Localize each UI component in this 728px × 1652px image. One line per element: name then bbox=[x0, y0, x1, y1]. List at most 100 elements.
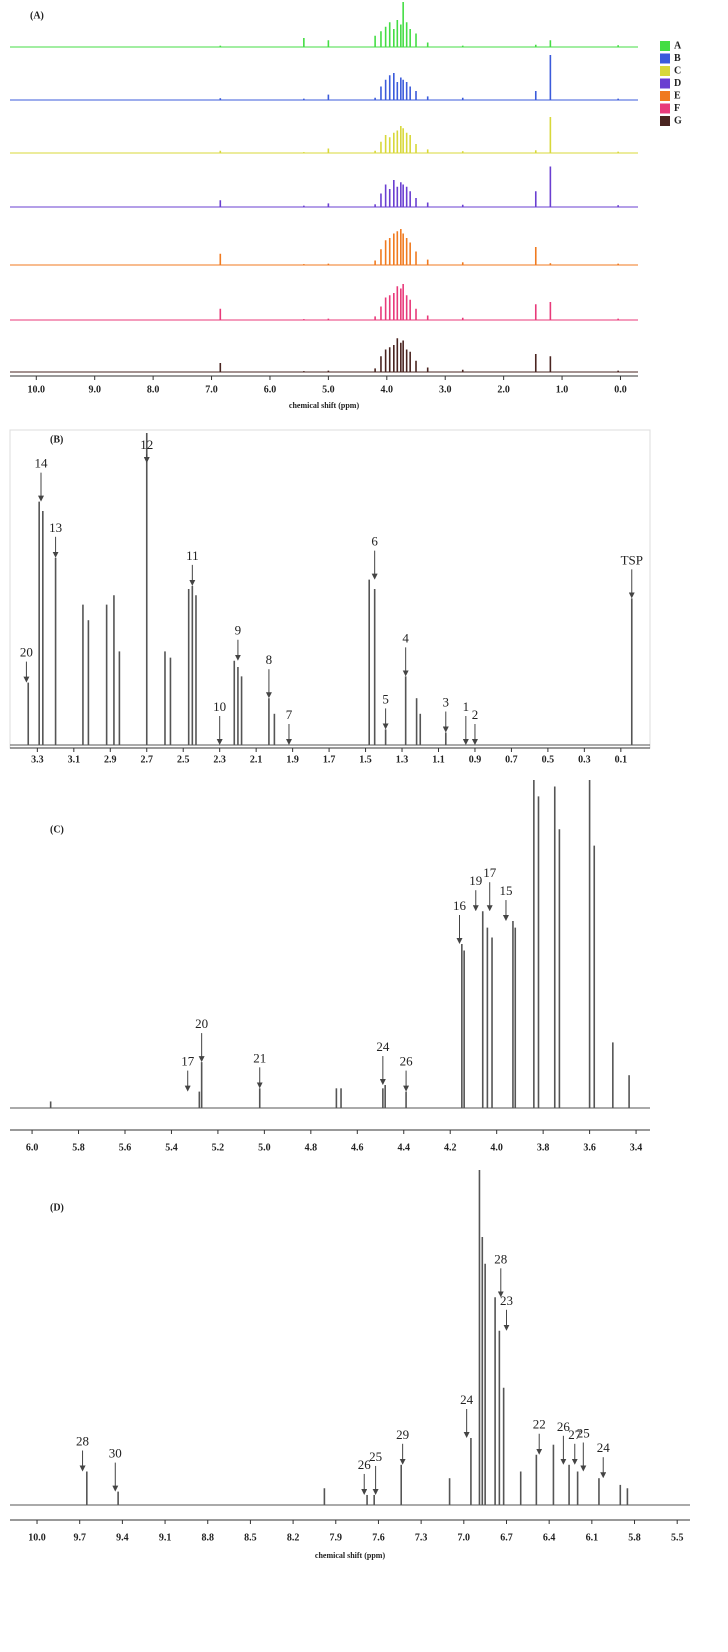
legend-label: B bbox=[674, 53, 681, 64]
x-tick-label: 9.0 bbox=[88, 384, 101, 395]
x-tick-label: 2.9 bbox=[104, 754, 117, 765]
peak-annotation: 10 bbox=[213, 699, 226, 714]
x-tick-label: 4.2 bbox=[444, 1142, 457, 1153]
peak-annotation: 19 bbox=[469, 873, 482, 888]
peak-annotation: 7 bbox=[286, 707, 293, 722]
legend-label: A bbox=[674, 40, 682, 51]
x-tick-label: 7.6 bbox=[372, 1532, 385, 1543]
peak-annotation: 26 bbox=[358, 1457, 372, 1472]
x-tick-label: 5.5 bbox=[671, 1532, 684, 1543]
legend-swatch bbox=[660, 116, 670, 126]
peak-annotation: 8 bbox=[266, 652, 273, 667]
x-tick-label: 9.1 bbox=[159, 1532, 172, 1543]
peak-annotation: 28 bbox=[76, 1433, 89, 1448]
x-tick-label: 5.2 bbox=[212, 1142, 225, 1153]
peak-annotation: 24 bbox=[597, 1440, 611, 1455]
peak-annotation: 17 bbox=[181, 1054, 195, 1069]
legend-swatch bbox=[660, 41, 670, 51]
peak-annotation: 22 bbox=[533, 1417, 546, 1432]
peak-annotation: 13 bbox=[49, 520, 62, 535]
x-tick-label: 4.0 bbox=[381, 384, 394, 395]
peak-annotation: 24 bbox=[460, 1392, 474, 1407]
x-tick-label: 5.8 bbox=[72, 1142, 85, 1153]
x-tick-label: 1.0 bbox=[556, 384, 569, 395]
peak-annotation: 25 bbox=[369, 1449, 382, 1464]
legend-swatch bbox=[660, 91, 670, 101]
x-axis-label: chemical shift (ppm) bbox=[289, 401, 360, 410]
peak-annotation: 30 bbox=[109, 1446, 122, 1461]
x-tick-label: 5.8 bbox=[628, 1532, 641, 1543]
peak-annotation: TSP bbox=[621, 552, 643, 567]
x-tick-label: 10.0 bbox=[28, 384, 46, 395]
x-axis-label: chemical shift (ppm) bbox=[315, 1551, 386, 1560]
peak-annotation: 29 bbox=[396, 1427, 409, 1442]
x-tick-label: 6.4 bbox=[543, 1532, 556, 1543]
x-tick-label: 6.0 bbox=[264, 384, 277, 395]
x-tick-label: 4.0 bbox=[490, 1142, 503, 1153]
legend-swatch bbox=[660, 103, 670, 114]
panel-title: (A) bbox=[30, 10, 44, 21]
x-tick-label: 7.0 bbox=[458, 1532, 471, 1543]
x-tick-label: 4.4 bbox=[398, 1142, 411, 1153]
peak-annotation: 21 bbox=[253, 1050, 266, 1065]
peak-annotation: 26 bbox=[400, 1054, 414, 1069]
legend-swatch bbox=[660, 78, 670, 89]
peak-annotation: 5 bbox=[382, 691, 389, 706]
x-tick-label: 1.7 bbox=[323, 754, 336, 765]
x-tick-label: 0.0 bbox=[614, 384, 627, 395]
peak-annotation: 20 bbox=[20, 645, 33, 660]
x-tick-label: 0.3 bbox=[578, 754, 591, 765]
x-tick-label: 1.9 bbox=[286, 754, 299, 765]
x-tick-label: 0.5 bbox=[542, 754, 555, 765]
x-tick-label: 3.0 bbox=[439, 384, 452, 395]
x-tick-label: 6.7 bbox=[500, 1532, 513, 1543]
x-tick-label: 9.4 bbox=[116, 1532, 129, 1543]
peak-annotation: 3 bbox=[443, 695, 450, 710]
x-tick-label: 4.8 bbox=[305, 1142, 318, 1153]
peak-annotation: 1 bbox=[463, 699, 470, 714]
panel-title: (C) bbox=[50, 824, 64, 835]
x-tick-label: 6.0 bbox=[26, 1142, 39, 1153]
x-tick-label: 0.1 bbox=[615, 754, 628, 765]
x-tick-label: 2.7 bbox=[141, 754, 154, 765]
x-tick-label: 2.0 bbox=[497, 384, 510, 395]
peak-annotation: 6 bbox=[371, 534, 378, 549]
peak-annotation: 24 bbox=[376, 1039, 390, 1054]
x-tick-label: 1.5 bbox=[359, 754, 372, 765]
x-tick-label: 8.8 bbox=[201, 1532, 214, 1543]
x-tick-label: 9.7 bbox=[73, 1532, 86, 1543]
peak-annotation: 11 bbox=[186, 548, 199, 563]
x-tick-label: 6.1 bbox=[586, 1532, 599, 1543]
legend-label: F bbox=[674, 103, 680, 114]
legend-swatch bbox=[660, 53, 670, 64]
peak-annotation: 27 bbox=[568, 1427, 582, 1442]
x-tick-label: 0.9 bbox=[469, 754, 482, 765]
x-tick-label: 5.6 bbox=[119, 1142, 132, 1153]
x-tick-label: 3.6 bbox=[583, 1142, 596, 1153]
x-tick-label: 1.1 bbox=[432, 754, 445, 765]
peak-annotation: 23 bbox=[500, 1293, 513, 1308]
x-tick-label: 5.0 bbox=[322, 384, 335, 395]
legend-label: D bbox=[674, 78, 681, 89]
panel-title: (B) bbox=[50, 434, 63, 445]
x-tick-label: 3.4 bbox=[630, 1142, 643, 1153]
panel-title: (D) bbox=[50, 1202, 64, 1213]
legend-label: G bbox=[674, 115, 682, 126]
peak-annotation: 26 bbox=[557, 1419, 571, 1434]
x-tick-label: 1.3 bbox=[396, 754, 409, 765]
x-tick-label: 8.0 bbox=[147, 384, 160, 395]
legend-label: C bbox=[674, 65, 681, 76]
x-tick-label: 2.1 bbox=[250, 754, 263, 765]
x-tick-label: 2.3 bbox=[213, 754, 226, 765]
x-tick-label: 5.4 bbox=[165, 1142, 178, 1153]
x-tick-label: 7.0 bbox=[205, 384, 218, 395]
x-tick-label: 7.9 bbox=[330, 1532, 343, 1543]
peak-annotation: 28 bbox=[494, 1251, 507, 1266]
x-tick-label: 0.7 bbox=[505, 754, 518, 765]
peak-annotation: 25 bbox=[577, 1425, 590, 1440]
x-tick-label: 4.6 bbox=[351, 1142, 364, 1153]
peak-annotation: 12 bbox=[140, 437, 153, 452]
peak-annotation: 2 bbox=[472, 707, 479, 722]
x-tick-label: 3.8 bbox=[537, 1142, 550, 1153]
